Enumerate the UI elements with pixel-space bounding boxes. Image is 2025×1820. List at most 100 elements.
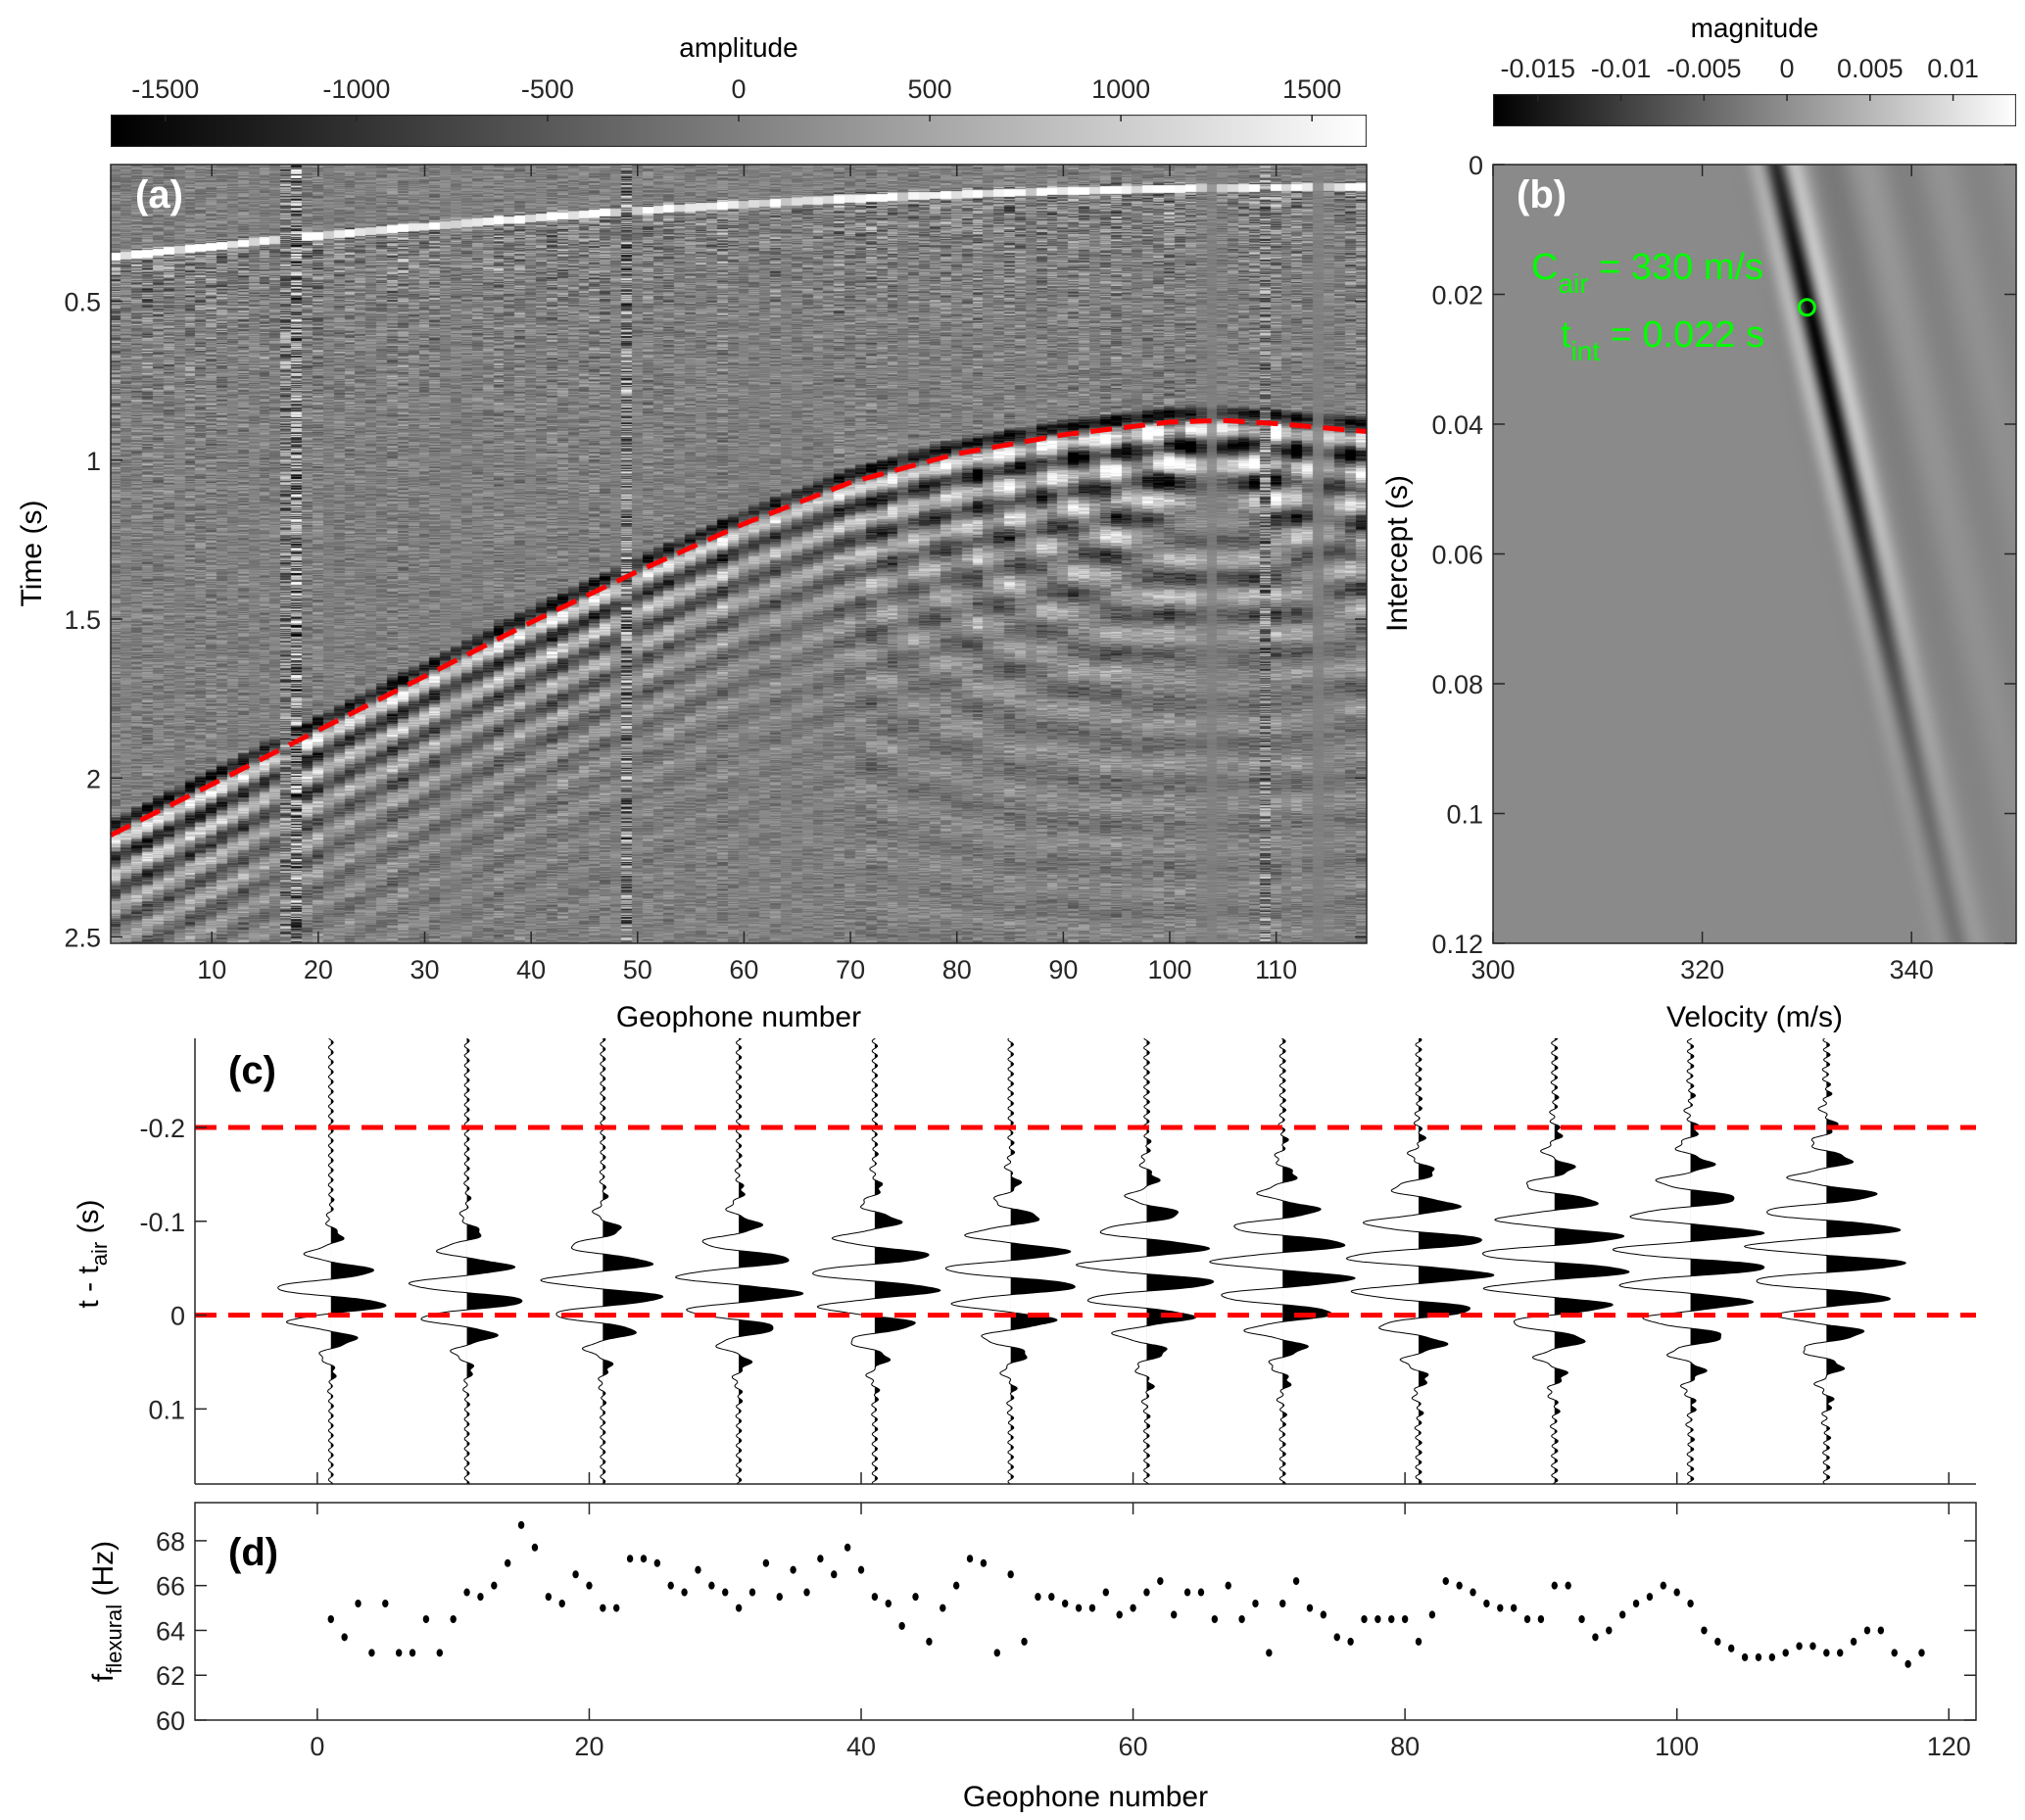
panel-d-label: (d) [228,1531,278,1574]
panel-b-label: (b) [1517,173,1567,216]
trace-fill-geophone-11 [466,1038,522,1484]
data-point [1143,1588,1150,1597]
data-point [586,1581,593,1590]
data-point [1837,1649,1844,1657]
data-point [600,1604,606,1612]
data-point [572,1570,579,1579]
trace-fill-geophone-91 [1554,1038,1629,1484]
colorbar-tick-label: -0.015 [1500,54,1575,83]
y-tick-label: 0 [1469,151,1483,180]
trace-wiggle-geophone-111 [1743,1038,1906,1484]
colorbar-tick-label: 1000 [1091,74,1150,104]
panel-c: -0.2 -0.1 0 0.1 [139,1038,1976,1485]
data-point [1021,1637,1028,1646]
trace-wiggle-geophone-51 [944,1038,1076,1484]
data-point [940,1604,946,1612]
x-tick-label: 100 [1147,955,1191,984]
y-tick-label: 0.06 [1431,541,1483,570]
axes-frame [110,164,1368,944]
trace-fill-geophone-81 [1419,1038,1494,1484]
velocity-pick-marker [1797,298,1816,317]
panel-b: -0.015 -0.01 -0.005 0 0.005 0.01 300 320 340 0 0.0… [1431,54,2017,984]
data-point [885,1599,892,1607]
y-tick-label: 0.5 [64,288,101,317]
trace-wiggle-geophone-71 [1209,1038,1356,1484]
data-point [558,1599,565,1607]
panel-a-xlabel: Geophone number [616,1001,861,1033]
data-point [695,1565,701,1574]
panel-a-label: (a) [135,173,183,216]
data-point [517,1520,525,1529]
y-tick-label: 2 [86,764,101,793]
panel-c-ylabel: t - tair (s) [72,1199,112,1308]
colorbar-tick-label: 1500 [1282,74,1341,104]
data-point [531,1543,539,1552]
colorbar-tick-label: -500 [521,74,574,104]
x-tick-label: 10 [197,955,226,984]
panel-d-ylabel-sub: flexural [102,1604,126,1674]
data-point [762,1558,770,1567]
colorbar-tick-label: 0 [731,74,746,104]
data-point [790,1565,796,1574]
y-tick-label: -0.2 [139,1114,185,1143]
annotation-t-int-main: t [1561,314,1571,356]
data-point [1497,1604,1504,1612]
trace-fill-geophone-71 [1282,1038,1356,1484]
trace-wiggle-geophone-41 [812,1038,941,1484]
data-point [817,1555,824,1563]
data-point [1483,1599,1490,1607]
x-tick-label: 30 [410,955,439,984]
data-point [993,1649,1000,1657]
trace-wiggle-geophone-1 [277,1038,387,1484]
data-point [803,1588,810,1597]
trace-wiggle-geophone-11 [408,1038,523,1484]
panel-b-ylabel: Intercept (s) [1381,475,1414,632]
x-tick-label: 120 [1927,1732,1971,1761]
data-point [355,1599,362,1607]
data-point [1415,1637,1422,1646]
colorbar-tick-label: 0.005 [1837,54,1904,83]
data-point [1877,1626,1885,1635]
panel-a-ylabel: Time (s) [16,501,48,607]
panel-a-seismogram-image [111,165,1367,943]
data-point [1755,1652,1762,1661]
data-point [1306,1604,1314,1612]
panel-b-tau-p-image [1493,165,2016,943]
data-point [626,1555,634,1563]
colorbar-tick-label: -1000 [322,74,390,104]
data-point [1741,1652,1749,1661]
data-point [545,1593,553,1602]
data-point [1537,1615,1545,1624]
data-point [952,1581,960,1590]
y-tick-label: 68 [156,1527,185,1557]
trace-wiggle-geophone-91 [1481,1038,1630,1484]
panel-b-xlabel: Velocity (m/s) [1666,1001,1843,1033]
data-point [1171,1610,1178,1619]
data-point [912,1593,919,1602]
data-point [1292,1577,1300,1586]
data-point [871,1593,879,1602]
trace-fill-geophone-31 [739,1038,803,1484]
data-point [1904,1659,1911,1668]
data-point [857,1565,865,1574]
y-tick-label: 0 [170,1302,185,1331]
data-point [1891,1649,1898,1657]
data-point [463,1588,470,1597]
wiggle-traces [277,1038,1906,1484]
data-point [1551,1581,1558,1590]
y-tick-label: 0.12 [1431,930,1483,959]
data-point [1727,1644,1735,1652]
colorbar-magnitude [1493,94,2016,126]
data-point [368,1649,375,1657]
x-tick-label: 340 [1890,955,1934,984]
data-point [1102,1588,1110,1597]
data-point [450,1615,457,1624]
x-tick-label: 20 [304,955,333,984]
data-point [1660,1581,1667,1590]
y-tick-label: 62 [156,1661,185,1691]
panel-d: 0 20 40 60 80 100 120 60 62 64 66 68 [156,1502,1977,1761]
data-point [1918,1649,1925,1657]
annotation-t-int-sub: int [1571,336,1601,366]
data-point [1088,1604,1096,1612]
y-tick-label: 0.1 [148,1395,185,1424]
